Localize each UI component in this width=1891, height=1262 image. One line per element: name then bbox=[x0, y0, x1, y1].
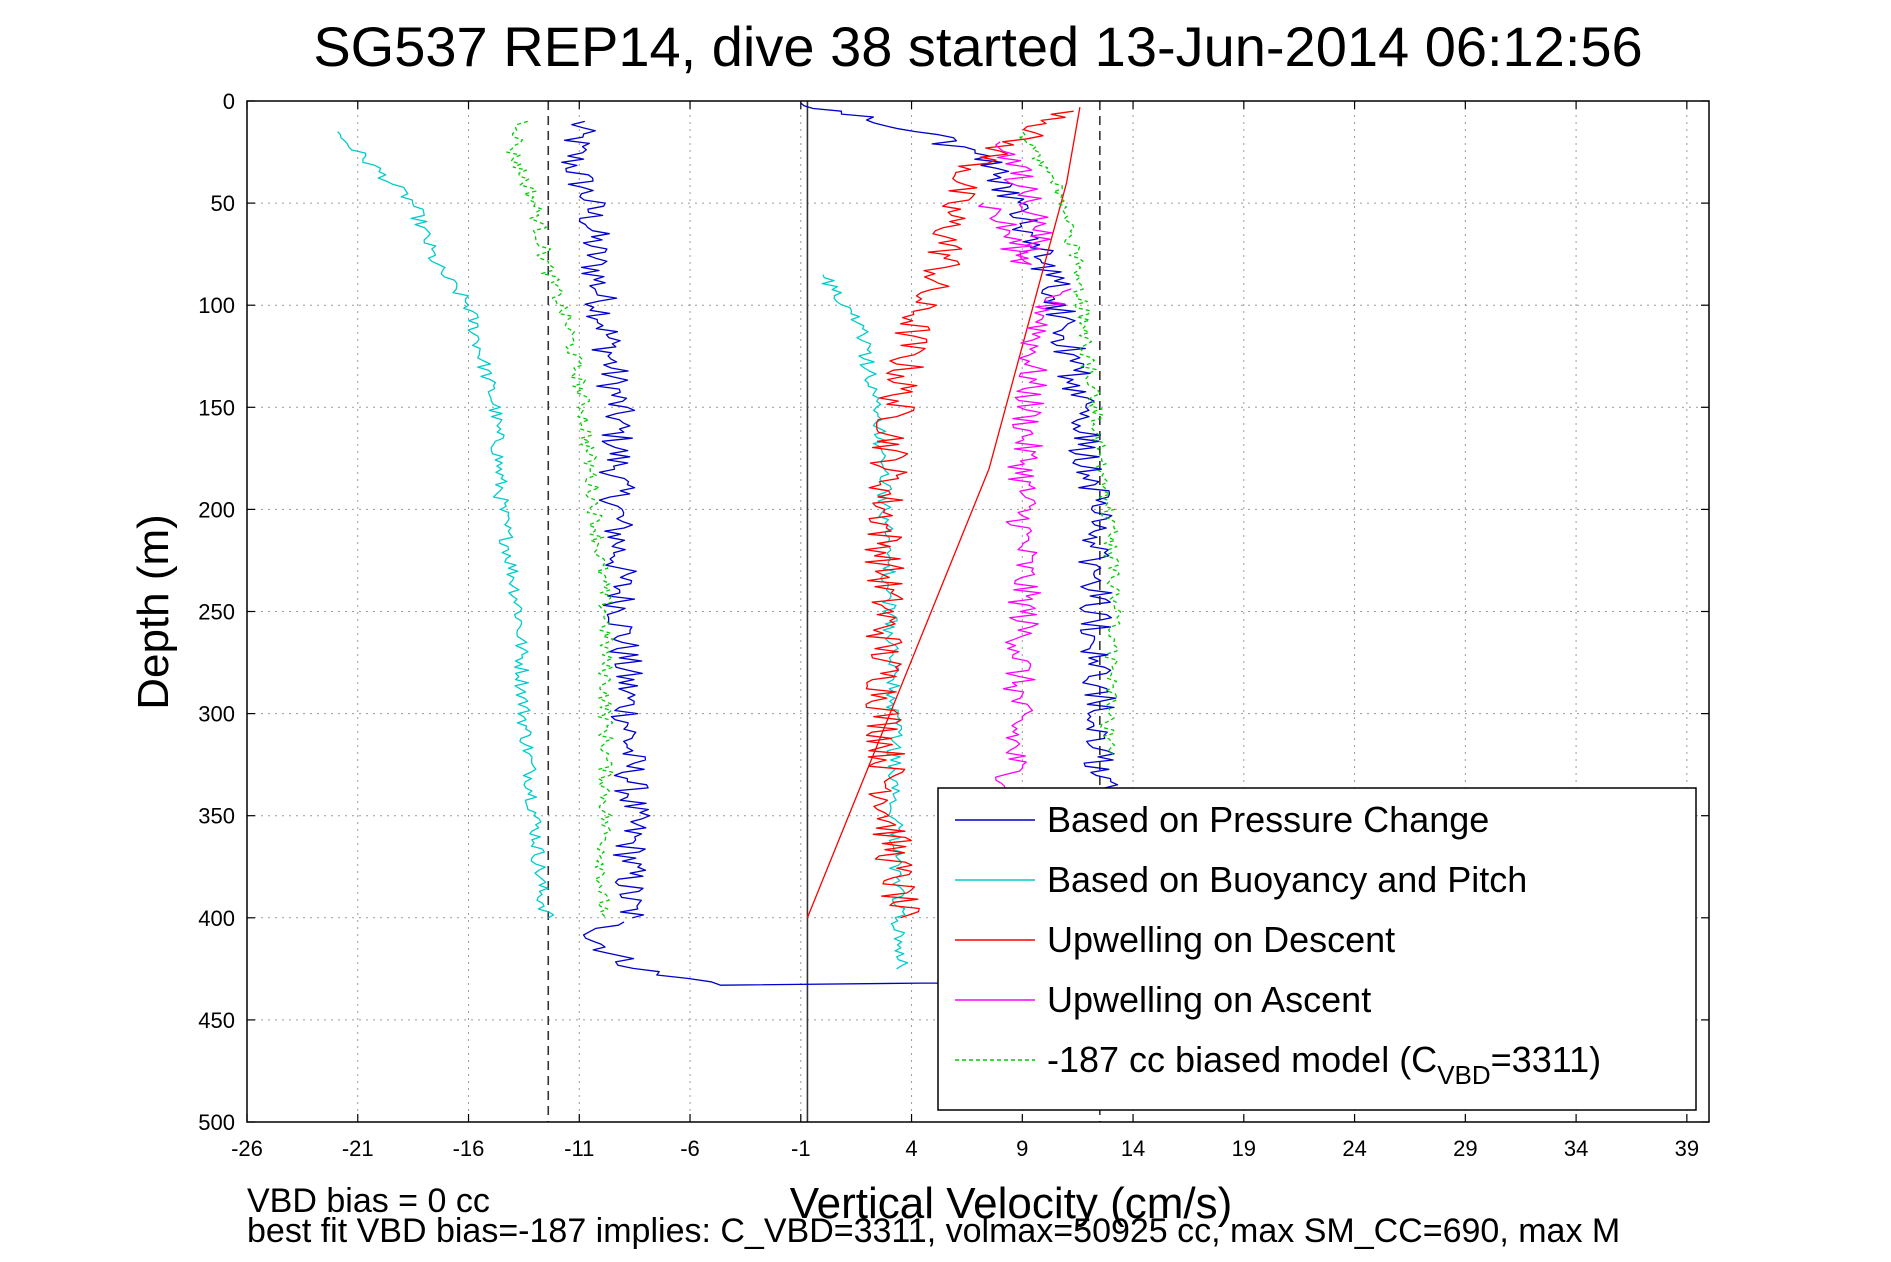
footnote-vbd-bias: VBD bias = 0 cc bbox=[247, 1182, 490, 1220]
series-line-descent bbox=[506, 120, 615, 919]
series-line-descent bbox=[561, 120, 651, 919]
y-tick-label: 50 bbox=[211, 191, 235, 216]
y-tick-label: 350 bbox=[198, 804, 235, 829]
y-tick-label: 250 bbox=[198, 600, 235, 625]
series-5 bbox=[506, 120, 1122, 919]
y-tick-label: 100 bbox=[198, 293, 235, 318]
series-4 bbox=[978, 141, 1072, 796]
legend-label: Based on Pressure Change bbox=[1047, 799, 1489, 840]
series-3 bbox=[806, 106, 1081, 919]
series-line-descent bbox=[995, 288, 1072, 796]
legend: Based on Pressure Change Based on Buoyanc… bbox=[937, 787, 1697, 1111]
series-line-descent bbox=[864, 110, 1074, 919]
x-tick-label: -11 bbox=[564, 1136, 594, 1161]
x-tick-label: -26 bbox=[231, 1136, 263, 1161]
y-tick-label: 500 bbox=[198, 1110, 235, 1135]
series-line-ascent bbox=[1019, 131, 1122, 755]
y-tick-label: 400 bbox=[198, 906, 235, 931]
footnote-best-fit: best fit VBD bias=-187 implies: C_VBD=33… bbox=[247, 1212, 1620, 1250]
x-tick-label: 29 bbox=[1453, 1136, 1477, 1161]
legend-entries: Based on Pressure Change Based on Buoyanc… bbox=[955, 799, 1601, 1090]
axis-ticks: -26 -21 -16 -11 -6 -1 4 9 14 19 24 29 34 39 0 50 100 150 2… bbox=[198, 89, 1709, 1161]
y-tick-label: 200 bbox=[198, 497, 235, 522]
x-tick-label: 34 bbox=[1564, 1136, 1588, 1161]
x-tick-label: -16 bbox=[453, 1136, 485, 1161]
y-tick-label: 150 bbox=[198, 395, 235, 420]
legend-label: -187 cc biased model (CVBD=3311) bbox=[1047, 1039, 1601, 1090]
x-tick-label: 19 bbox=[1232, 1136, 1256, 1161]
series-line-ascent bbox=[978, 141, 1053, 266]
x-tick-label: -6 bbox=[680, 1136, 700, 1161]
x-tick-label: 24 bbox=[1342, 1136, 1366, 1161]
x-tick-label: 4 bbox=[905, 1136, 917, 1161]
legend-label: Based on Buoyancy and Pitch bbox=[1047, 859, 1527, 900]
x-tick-label: -21 bbox=[342, 1136, 374, 1161]
legend-label: Upwelling on Ascent bbox=[1047, 979, 1371, 1020]
y-tick-label: 450 bbox=[198, 1008, 235, 1033]
chart-title: SG537 REP14, dive 38 started 13-Jun-2014… bbox=[313, 15, 1642, 78]
x-tick-label: -1 bbox=[791, 1136, 811, 1161]
legend-box bbox=[937, 787, 1697, 1111]
legend-label: Upwelling on Descent bbox=[1047, 919, 1395, 960]
y-axis-label: Depth (m) bbox=[129, 514, 178, 710]
x-tick-label: 39 bbox=[1675, 1136, 1699, 1161]
x-tick-label: 9 bbox=[1016, 1136, 1028, 1161]
x-axis-label: Vertical Velocity (cm/s) bbox=[790, 1179, 1233, 1228]
series-line-ascent bbox=[806, 106, 1081, 919]
x-tick-label: 14 bbox=[1121, 1136, 1145, 1161]
y-tick-label: 0 bbox=[223, 89, 235, 114]
series-line-descent bbox=[337, 131, 555, 919]
y-tick-label: 300 bbox=[198, 702, 235, 727]
